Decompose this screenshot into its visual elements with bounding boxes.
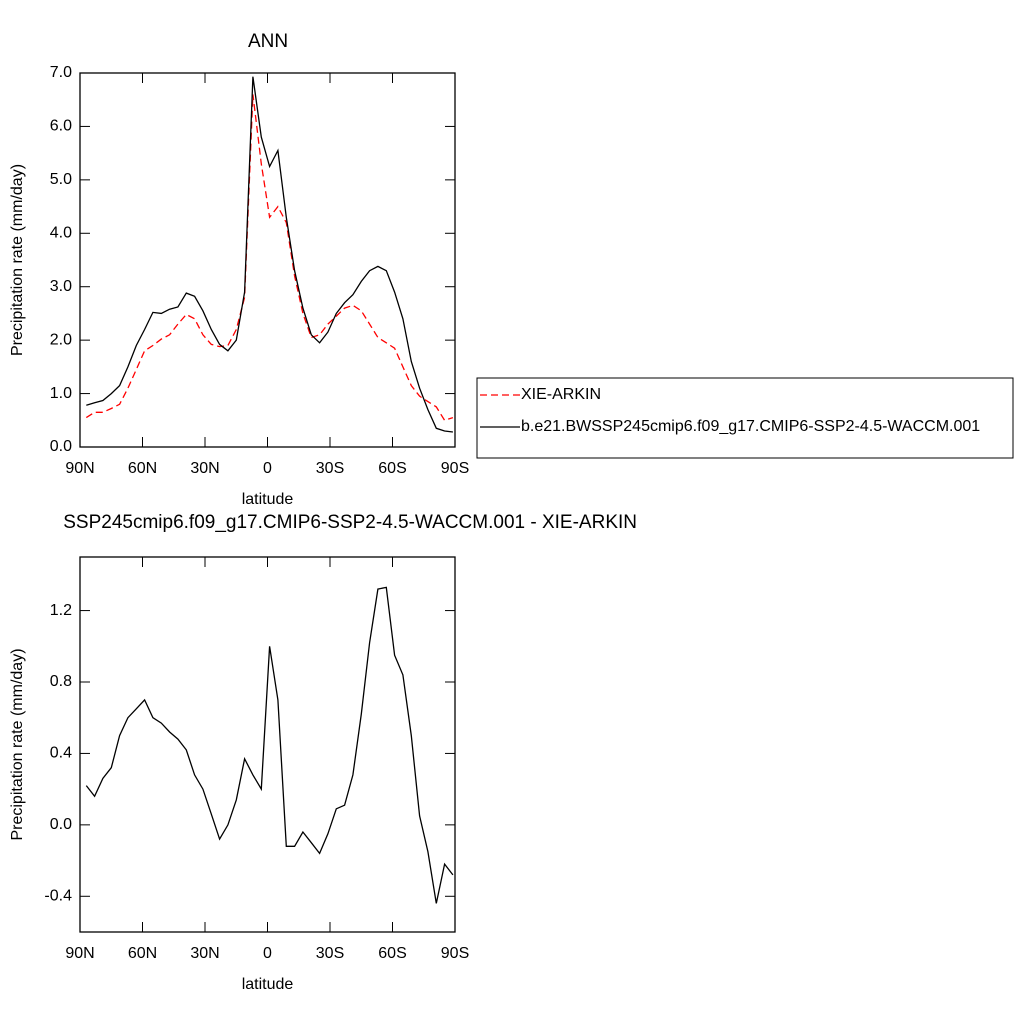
y-tick-label: 4.0 [50, 225, 72, 242]
legend-label: XIE-ARKIN [521, 386, 601, 403]
x-tick-label: 0 [263, 945, 272, 962]
x-tick-label: 60S [378, 460, 406, 477]
x-tick-label: 30S [316, 460, 344, 477]
x-tick-label: 30S [316, 945, 344, 962]
y-tick-label: 0.4 [50, 745, 72, 762]
y-axis-label: Precipitation rate (mm/day) [9, 648, 26, 840]
x-tick-label: 60N [128, 945, 157, 962]
y-tick-label: -0.4 [44, 888, 72, 905]
y-tick-label: 7.0 [50, 64, 72, 81]
y-tick-label: 1.2 [50, 602, 72, 619]
y-tick-label: 6.0 [50, 118, 72, 135]
legend-box [476, 377, 1014, 459]
data-line [85, 94, 454, 422]
x-axis-label: latitude [242, 976, 294, 993]
x-tick-label: 60S [378, 945, 406, 962]
legend-label: b.e21.BWSSP245cmip6.f09_g17.CMIP6-SSP2-4… [521, 418, 980, 435]
x-tick-label: 90S [441, 945, 469, 962]
x-tick-label: 60N [128, 460, 157, 477]
data-line [85, 586, 454, 904]
chart-title: ANN [248, 31, 288, 52]
plot-frame [79, 556, 456, 933]
y-axis-label: Precipitation rate (mm/day) [9, 164, 26, 356]
y-tick-label: 0.8 [50, 673, 72, 690]
data-line [86, 76, 453, 433]
y-tick-label: 1.0 [50, 385, 72, 402]
x-tick-label: 30N [190, 945, 219, 962]
y-tick-label: 5.0 [50, 171, 72, 188]
y-tick-label: 3.0 [50, 278, 72, 295]
x-tick-label: 90S [441, 460, 469, 477]
plot-frame [79, 72, 456, 448]
x-tick-label: 90N [65, 945, 94, 962]
x-tick-label: 30N [190, 460, 219, 477]
x-tick-label: 0 [263, 460, 272, 477]
y-tick-label: 0.0 [50, 816, 72, 833]
x-tick-label: 90N [65, 460, 94, 477]
x-axis-label: latitude [242, 491, 294, 508]
y-tick-label: 0.0 [50, 438, 72, 455]
chart-title: SSP245cmip6.f09_g17.CMIP6-SSP2-4.5-WACCM… [63, 512, 637, 533]
y-tick-label: 2.0 [50, 331, 72, 348]
